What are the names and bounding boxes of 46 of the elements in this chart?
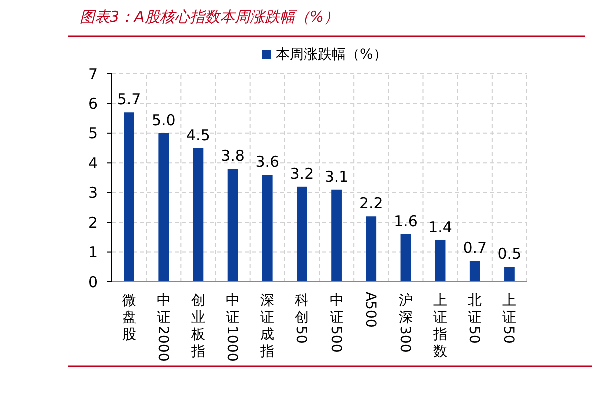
x-tick-label: 沪深300 bbox=[396, 293, 413, 353]
text: 5.7 bbox=[117, 90, 142, 109]
x-tick-label: 中证500 bbox=[328, 293, 344, 353]
bar bbox=[435, 240, 446, 282]
y-tick-label: 6 bbox=[88, 94, 98, 113]
x-tick-label: 创业板指 bbox=[190, 293, 206, 360]
y-tick-label: 5 bbox=[88, 124, 98, 143]
x-tick-label: A500 bbox=[362, 292, 378, 328]
x-tick-label: 科创50 bbox=[293, 293, 310, 344]
x-tick-label: 上证50 bbox=[500, 293, 517, 344]
text: 3.8 bbox=[221, 147, 245, 166]
text: 3.2 bbox=[290, 164, 314, 183]
text: 5.0 bbox=[152, 111, 176, 130]
legend-label: 本周涨跌幅（%） bbox=[276, 47, 388, 63]
text: 1.4 bbox=[428, 218, 452, 236]
bar bbox=[366, 216, 377, 282]
text: 4.5 bbox=[186, 126, 210, 144]
bar bbox=[332, 190, 342, 282]
y-tick-label: 2 bbox=[88, 214, 98, 232]
chart-title: 图表3：A股核心指数本周涨跌幅（%） bbox=[80, 8, 340, 26]
bar bbox=[504, 267, 515, 282]
bar bbox=[193, 148, 204, 282]
y-tick-label: 3 bbox=[88, 184, 98, 202]
bar bbox=[297, 186, 308, 282]
x-tick-label: 中证2000 bbox=[154, 293, 171, 362]
y-tick-label: 1 bbox=[88, 244, 98, 262]
bar bbox=[262, 175, 273, 282]
text: 3.6 bbox=[256, 153, 280, 172]
x-tick-label: 微盘股 bbox=[122, 293, 136, 343]
y-tick-label: 4 bbox=[88, 154, 98, 172]
text: 1.6 bbox=[394, 212, 418, 230]
text: 0.7 bbox=[463, 239, 488, 258]
bar bbox=[400, 234, 412, 282]
y-tick-label: 0 bbox=[88, 273, 98, 292]
y-tick-label: 7 bbox=[88, 65, 98, 84]
bar bbox=[470, 261, 480, 282]
x-tick-label: 北证50 bbox=[466, 293, 482, 344]
x-tick-label: 深证成指 bbox=[260, 293, 275, 360]
text: 2.2 bbox=[359, 194, 384, 213]
text: 3.1 bbox=[324, 168, 349, 186]
bar bbox=[228, 169, 238, 282]
x-tick-label: 中证1000 bbox=[224, 293, 240, 362]
x-tick-label: 上证指数 bbox=[432, 293, 448, 360]
text: 0.5 bbox=[498, 245, 522, 264]
bar bbox=[158, 133, 170, 282]
bar bbox=[124, 112, 134, 282]
